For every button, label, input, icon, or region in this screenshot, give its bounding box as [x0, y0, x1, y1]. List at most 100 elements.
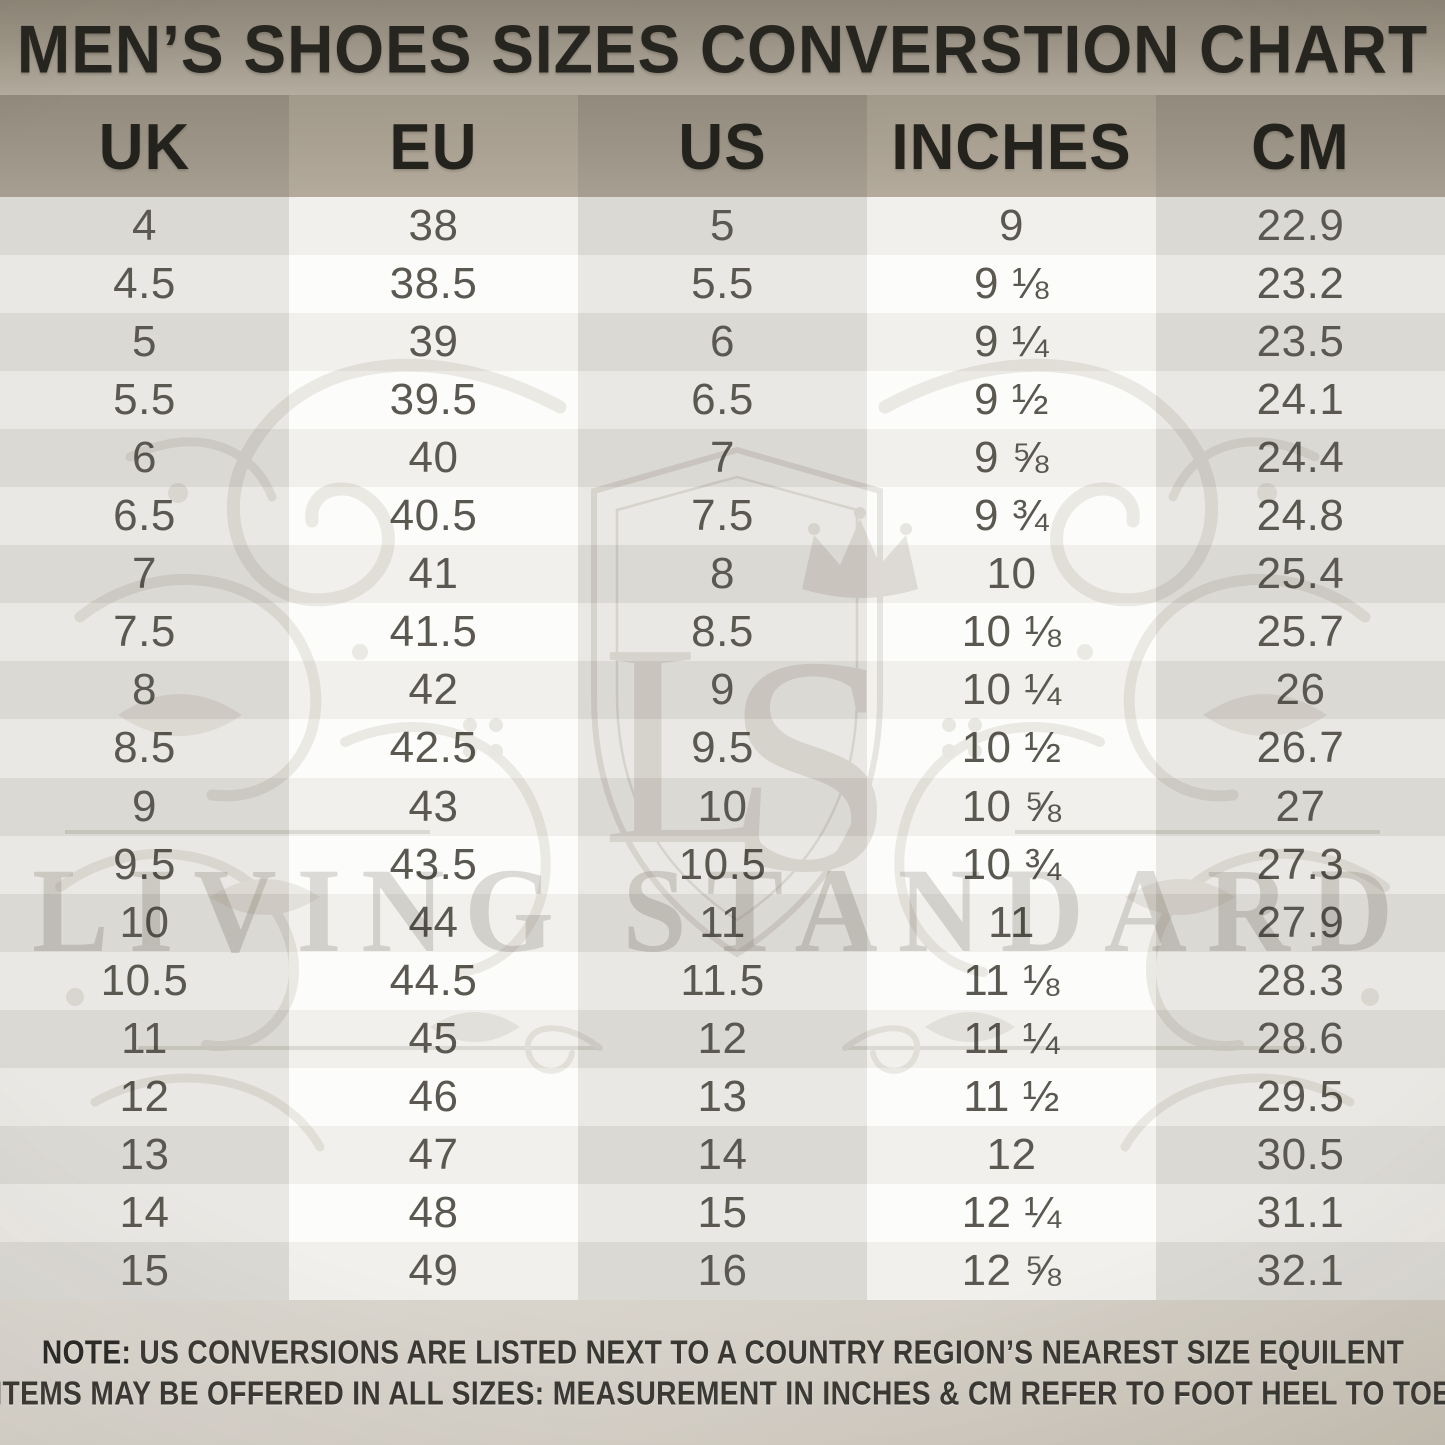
column-header-cm: CM [1156, 95, 1445, 199]
table-cell-inches: 10 [867, 545, 1156, 604]
table-cell-eu: 44.5 [289, 951, 578, 1010]
table-cell-cm: 27.9 [1156, 893, 1445, 952]
table-cell-cm: 31.1 [1156, 1183, 1445, 1242]
table-row: 9 43 10 10 ⅝ 27 [0, 777, 1445, 836]
table-cell-us: 15 [578, 1183, 867, 1242]
table-cell-uk: 7 [0, 545, 289, 604]
table-row: 6 40 7 9 ⅝ 24.4 [0, 429, 1445, 488]
table-cell-cm: 26.7 [1156, 719, 1445, 778]
table-cell-us: 6.5 [578, 371, 867, 430]
table-cell-eu: 42.5 [289, 719, 578, 778]
table-row: 10.5 44.5 11.5 11 ⅛ 28.3 [0, 951, 1445, 1010]
table-cell-inches: 10 ⅛ [867, 603, 1156, 662]
table-row: 13 47 14 12 30.5 [0, 1125, 1445, 1184]
table-cell-cm: 26 [1156, 661, 1445, 720]
table-cell-cm: 32.1 [1156, 1241, 1445, 1300]
table-cell-us: 7.5 [578, 487, 867, 546]
table-cell-us: 11.5 [578, 951, 867, 1010]
table-cell-inches: 10 ¾ [867, 835, 1156, 894]
table-cell-us: 16 [578, 1241, 867, 1300]
table-row: 4.5 38.5 5.5 9 ⅛ 23.2 [0, 255, 1445, 314]
table-cell-cm: 23.5 [1156, 313, 1445, 372]
table-body: 4 38 5 9 22.9 4.5 38.5 5.5 9 ⅛ 23.2 5 39 6 9 ¼ 23.5 5.5… [0, 197, 1445, 1300]
table-cell-uk: 11 [0, 1009, 289, 1068]
table-cell-eu: 40.5 [289, 487, 578, 546]
table-cell-us: 13 [578, 1067, 867, 1126]
table-cell-uk: 14 [0, 1183, 289, 1242]
table-row: 9.5 43.5 10.5 10 ¾ 27.3 [0, 835, 1445, 894]
table-cell-inches: 11 ⅛ [867, 951, 1156, 1010]
table-cell-eu: 38 [289, 197, 578, 256]
table-cell-uk: 10 [0, 893, 289, 952]
table-cell-cm: 24.4 [1156, 429, 1445, 488]
table-cell-uk: 7.5 [0, 603, 289, 662]
column-header-eu: EU [289, 95, 578, 199]
table-cell-eu: 48 [289, 1183, 578, 1242]
table-row: 10 44 11 11 27.9 [0, 893, 1445, 952]
table-cell-us: 12 [578, 1009, 867, 1068]
table-cell-inches: 10 ¼ [867, 661, 1156, 720]
table-cell-us: 7 [578, 429, 867, 488]
table-cell-uk: 12 [0, 1067, 289, 1126]
table-cell-cm: 30.5 [1156, 1125, 1445, 1184]
table-cell-eu: 44 [289, 893, 578, 952]
table-cell-us: 8 [578, 545, 867, 604]
table-cell-cm: 25.7 [1156, 603, 1445, 662]
table-cell-uk: 8.5 [0, 719, 289, 778]
table-cell-inches: 12 ¼ [867, 1183, 1156, 1242]
table-cell-cm: 24.1 [1156, 371, 1445, 430]
column-header-row: UK EU US INCHES CM [0, 95, 1445, 199]
note-line-2: ITEMS MAY BE OFFERED IN ALL SIZES: MEASU… [0, 1373, 1445, 1412]
table-cell-uk: 5 [0, 313, 289, 372]
table-cell-uk: 5.5 [0, 371, 289, 430]
table-cell-inches: 9 ⅝ [867, 429, 1156, 488]
table-cell-eu: 47 [289, 1125, 578, 1184]
table-cell-eu: 46 [289, 1067, 578, 1126]
table-cell-cm: 23.2 [1156, 255, 1445, 314]
table-cell-eu: 43 [289, 777, 578, 836]
table-row: 12 46 13 11 ½ 29.5 [0, 1067, 1445, 1126]
table-row: 4 38 5 9 22.9 [0, 197, 1445, 256]
table-cell-cm: 27 [1156, 777, 1445, 836]
table-cell-eu: 42 [289, 661, 578, 720]
table-row: 6.5 40.5 7.5 9 ¾ 24.8 [0, 487, 1445, 546]
table-cell-us: 11 [578, 893, 867, 952]
table-cell-eu: 41 [289, 545, 578, 604]
table-cell-inches: 10 ⅝ [867, 777, 1156, 836]
table-cell-cm: 27.3 [1156, 835, 1445, 894]
table-cell-uk: 6.5 [0, 487, 289, 546]
table-cell-uk: 9.5 [0, 835, 289, 894]
table-cell-us: 9 [578, 661, 867, 720]
table-cell-inches: 9 ¼ [867, 313, 1156, 372]
table-row: 15 49 16 12 ⅝ 32.1 [0, 1241, 1445, 1300]
table-cell-us: 14 [578, 1125, 867, 1184]
table-cell-inches: 12 ⅝ [867, 1241, 1156, 1300]
note-line-1: NOTE: US CONVERSIONS ARE LISTED NEXT TO … [41, 1333, 1403, 1372]
table-row: 7.5 41.5 8.5 10 ⅛ 25.7 [0, 603, 1445, 662]
table-cell-eu: 41.5 [289, 603, 578, 662]
table-row: 5 39 6 9 ¼ 23.5 [0, 313, 1445, 372]
table-cell-us: 10.5 [578, 835, 867, 894]
table-cell-eu: 39 [289, 313, 578, 372]
table-cell-eu: 45 [289, 1009, 578, 1068]
table-cell-eu: 43.5 [289, 835, 578, 894]
table-row: 5.5 39.5 6.5 9 ½ 24.1 [0, 371, 1445, 430]
table-cell-cm: 22.9 [1156, 197, 1445, 256]
table-cell-cm: 24.8 [1156, 487, 1445, 546]
table-cell-inches: 12 [867, 1125, 1156, 1184]
table-cell-inches: 11 ½ [867, 1067, 1156, 1126]
table-cell-uk: 10.5 [0, 951, 289, 1010]
table-cell-inches: 9 ¾ [867, 487, 1156, 546]
table-cell-cm: 25.4 [1156, 545, 1445, 604]
table-cell-inches: 9 [867, 197, 1156, 256]
table-cell-uk: 4 [0, 197, 289, 256]
table-cell-us: 6 [578, 313, 867, 372]
table-cell-eu: 49 [289, 1241, 578, 1300]
table-cell-us: 10 [578, 777, 867, 836]
table-cell-us: 8.5 [578, 603, 867, 662]
table-cell-inches: 11 ¼ [867, 1009, 1156, 1068]
note-text-1: US CONVERSIONS ARE LISTED NEXT TO A COUN… [138, 1332, 1404, 1371]
table-cell-eu: 39.5 [289, 371, 578, 430]
table-cell-inches: 9 ⅛ [867, 255, 1156, 314]
